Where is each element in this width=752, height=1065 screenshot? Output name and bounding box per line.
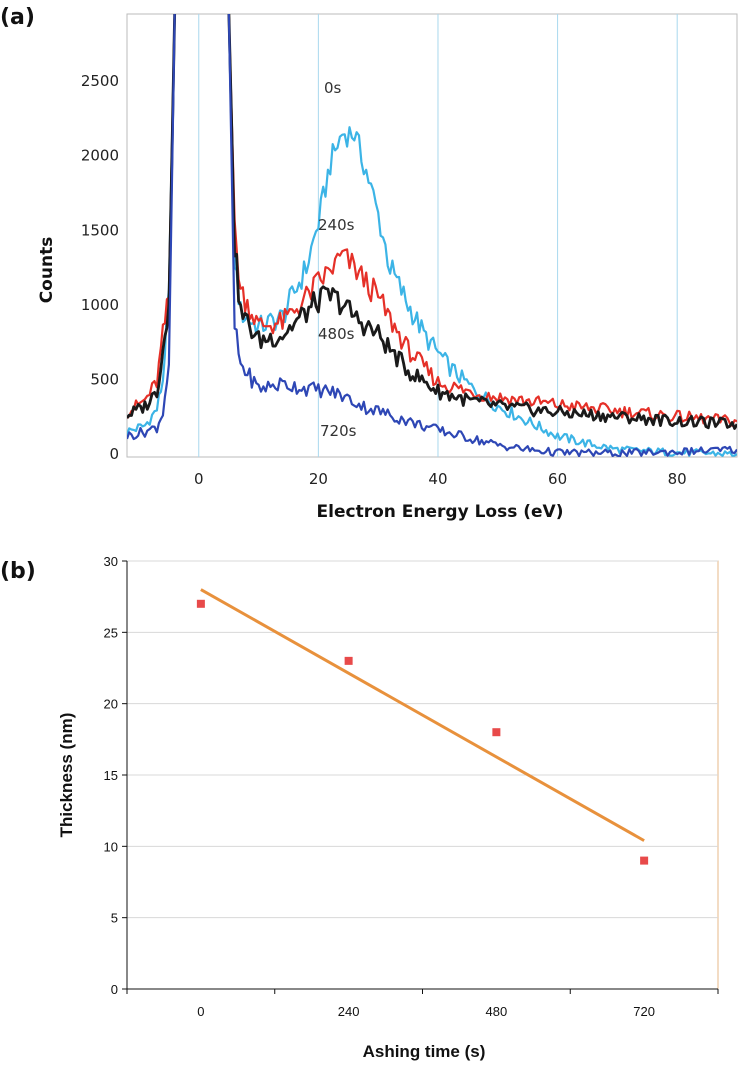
y-tick-label-500: 500 [90, 370, 119, 388]
y-tick-label-b-10: 10 [104, 839, 118, 854]
y-tick-label-1000: 1000 [81, 296, 119, 314]
x-tick-labels-a: 0 20 40 60 80 [194, 470, 687, 488]
x-tick-label-40: 40 [428, 470, 447, 488]
series-line-480s [127, 14, 737, 430]
series-group-a [127, 14, 737, 457]
annotation-480s: 480s [318, 325, 355, 343]
points-group-b [196, 599, 649, 865]
y-tick-label-b-25: 25 [104, 625, 118, 640]
x-tick-label-20: 20 [309, 470, 328, 488]
trendline [200, 588, 645, 842]
y-tick-label-0: 0 [109, 445, 119, 463]
x-tick-label-80: 80 [668, 470, 687, 488]
annotation-0s: 0s [324, 79, 342, 97]
x-axis-title-a: Electron Energy Loss (eV) [317, 502, 564, 522]
x-tick-label-0: 0 [194, 470, 204, 488]
series-line-0s [127, 14, 737, 457]
x-tick-label-60: 60 [548, 470, 567, 488]
x-tick-label-b-240: 240 [338, 1004, 360, 1019]
y-tick-label-b-30: 30 [104, 554, 118, 569]
panel-label-b: (b) [0, 559, 36, 584]
y-tick-label-2000: 2000 [81, 147, 119, 165]
y-tick-labels-a: 0 500 1000 1500 2000 2500 [81, 72, 119, 463]
x-tick-label-b-480: 480 [486, 1004, 508, 1019]
data-point-240 [344, 656, 353, 665]
series-line-240s [127, 14, 737, 427]
gridlines-b [122, 560, 718, 990]
x-tick-labels-b: 0 240 480 720 [197, 1004, 655, 1019]
y-tick-label-b-20: 20 [104, 697, 118, 712]
y-tick-label-b-15: 15 [104, 768, 118, 783]
series-line-720s [127, 14, 737, 457]
data-point-480 [492, 728, 501, 737]
trendline-group-b [200, 588, 645, 842]
gridlines-a [198, 14, 678, 457]
panel-a: (a) 0 500 1000 1500 2000 2500 0 20 40 60 80 0s 24… [0, 5, 738, 522]
y-axis-title-b: Thickness (nm) [57, 713, 76, 838]
x-tick-marks-b [126, 989, 719, 994]
y-tick-label-1500: 1500 [81, 221, 119, 239]
y-tick-label-b-5: 5 [111, 911, 118, 926]
y-tick-labels-b: 0 5 10 15 20 25 30 [104, 554, 118, 997]
x-axis-title-b: Ashing time (s) [363, 1042, 486, 1061]
x-tick-label-b-720: 720 [633, 1004, 655, 1019]
y-axis-title-a: Counts [37, 237, 57, 304]
panel-label-a: (a) [0, 5, 35, 30]
x-tick-label-b-0: 0 [197, 1004, 204, 1019]
y-tick-label-b-0: 0 [111, 982, 118, 997]
data-point-0 [196, 599, 205, 608]
y-tick-label-2500: 2500 [81, 72, 119, 90]
data-point-720 [640, 856, 649, 865]
annotation-240s: 240s [318, 216, 355, 234]
panel-b: (b) 0 5 10 15 20 25 30 0 240 480 720 Ashing time … [0, 554, 719, 1061]
annotation-720s: 720s [320, 422, 357, 440]
plot-area-a [126, 13, 738, 458]
